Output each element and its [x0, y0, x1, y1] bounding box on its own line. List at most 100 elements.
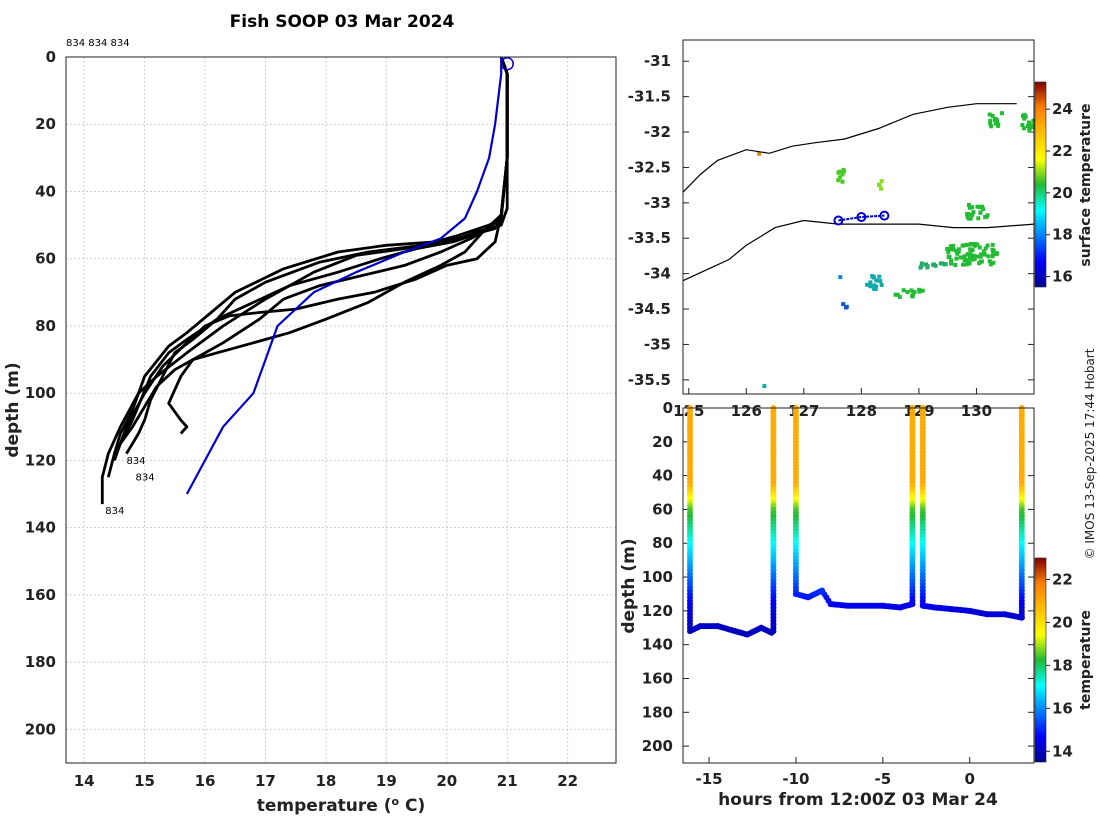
map-sst-pixel: [988, 262, 993, 267]
map-sst-pixel: [1027, 128, 1032, 133]
map-sst-pixel: [954, 256, 959, 261]
profile-ytick-label: 100: [25, 384, 56, 402]
map-sst-pixel: [1027, 126, 1032, 131]
map-sst-pixel: [967, 255, 972, 259]
profile-xtick-label: 20: [436, 772, 457, 790]
map-sst-patch: [836, 167, 846, 184]
map-sst-patch: [893, 287, 925, 299]
map-sst-pixel: [988, 118, 993, 123]
map-sst-pixel: [985, 243, 990, 248]
map-sst-pixel: [966, 216, 971, 221]
map-sst-patch: [987, 111, 1004, 129]
surface-colorbar: [1034, 81, 1047, 288]
depth-time-cast: [919, 405, 926, 608]
depth-time-xtick-label: -10: [782, 770, 809, 788]
map-xtick-label: 128: [846, 402, 877, 420]
map-sst-pixel: [973, 242, 977, 246]
map-sst-pixel: [994, 252, 999, 257]
profile-ytick-label: 20: [35, 115, 56, 133]
map-sst-pixel: [912, 289, 917, 294]
map-sst-pixel: [971, 210, 976, 215]
map-sst-pixel: [918, 265, 923, 270]
profile-line: [167, 56, 509, 435]
map-sst-pixel: [991, 250, 996, 255]
map-sst-pixel: [1000, 111, 1004, 116]
map-sst-pixel: [962, 254, 967, 259]
map-ytick-label: -33.5: [628, 229, 671, 247]
map-sst-pixel: [988, 121, 993, 126]
depth-time-ytick-label: 100: [642, 568, 673, 586]
map-sst-pixel: [967, 203, 971, 207]
map-sst-pixel: [962, 258, 967, 263]
depth-time-ytick-label: 80: [652, 534, 673, 552]
map-sst-pixel: [965, 262, 969, 267]
map-sst-pixel: [939, 261, 944, 266]
profile-ytick-label: 140: [25, 519, 56, 537]
map-sst-pixel: [968, 247, 973, 252]
map-sst-pixel: [987, 259, 992, 264]
profile-xlabel: temperature (o C): [257, 795, 426, 817]
map-xtick-label: 130: [961, 402, 992, 420]
map-sst-patch: [838, 275, 843, 280]
depth-time-ytick-label: 20: [652, 433, 673, 451]
map-sst-pixel: [961, 262, 966, 267]
profile-xtick-label: 21: [497, 772, 518, 790]
profile-xtick-label: 18: [315, 772, 336, 790]
map-ytick-label: -35: [644, 335, 671, 353]
map-sst-pixel: [1020, 123, 1025, 127]
map-ytick-label: -32: [644, 123, 671, 141]
map-sst-pixel: [967, 261, 972, 266]
surface-colorbar-tick-label: 18: [1052, 226, 1073, 244]
depth-time-ytick-label: 120: [642, 602, 673, 620]
map-sst-pixel: [874, 284, 879, 289]
profile-line-blue: [185, 57, 503, 495]
profile-bottom-label: 834: [105, 506, 124, 517]
map-sst-pixel: [893, 292, 898, 297]
map-sst-pixel: [947, 247, 952, 252]
depth-time-cast: [792, 405, 799, 597]
depth-time-bottom-track: [919, 602, 1025, 621]
map-sst-pixel: [840, 179, 845, 184]
map-sst-pixel: [837, 175, 842, 180]
map-sst-patch: [762, 384, 767, 389]
depth-time-point: [909, 601, 916, 608]
surface-colorbar-tick-label: 22: [1052, 142, 1073, 160]
depth-time-point: [770, 628, 777, 635]
map-sst-pixel: [920, 288, 925, 293]
profile-ytick-label: 60: [35, 250, 56, 268]
map-sst-patch: [865, 274, 884, 292]
map-sst-pixel: [844, 304, 849, 309]
map-sst-pixel: [1030, 123, 1034, 128]
map-xtick-label: 126: [731, 402, 762, 420]
temperature-colorbar-tick-label: 22: [1052, 570, 1073, 588]
map-sst-pixel: [993, 121, 998, 126]
map-sst-pixel: [874, 278, 879, 283]
temperature-colorbar-tick-label: 14: [1052, 742, 1073, 760]
map-ytick-label: -35.5: [628, 371, 671, 389]
profile-ytick-label: 0: [46, 48, 56, 66]
map-ytick-label: -31: [644, 52, 671, 70]
profile-xtick-label: 17: [255, 772, 276, 790]
map-ytick-label: -33: [644, 194, 671, 212]
map-sst-pixel: [969, 257, 974, 262]
surface-colorbar-tick-label: 24: [1052, 100, 1073, 118]
map-sst-pixel: [909, 288, 914, 293]
map-sst-pixel: [990, 242, 995, 247]
map-sst-patch: [965, 203, 990, 221]
map-sst-patch: [877, 179, 884, 191]
map-track-marker: [856, 212, 867, 222]
profile-xtick-label: 19: [376, 772, 397, 790]
depth-time-ytick-label: 40: [652, 467, 673, 485]
depth-time-point: [1018, 614, 1025, 621]
map-sst-pixel: [953, 263, 958, 267]
map-sst-pixel: [968, 251, 973, 256]
map-sst-pixel: [865, 282, 870, 287]
temperature-colorbar: [1034, 557, 1047, 763]
map-sst-pixel: [965, 258, 970, 263]
map-sst-pixel: [978, 210, 983, 215]
map-sst-pixel: [955, 251, 960, 256]
depth-time-ylabel: depth (m): [619, 538, 639, 633]
map-sst-patch: [1020, 112, 1041, 133]
temperature-colorbar-tick-label: 18: [1052, 656, 1073, 674]
depth-time-xtick-label: 0: [964, 770, 974, 788]
